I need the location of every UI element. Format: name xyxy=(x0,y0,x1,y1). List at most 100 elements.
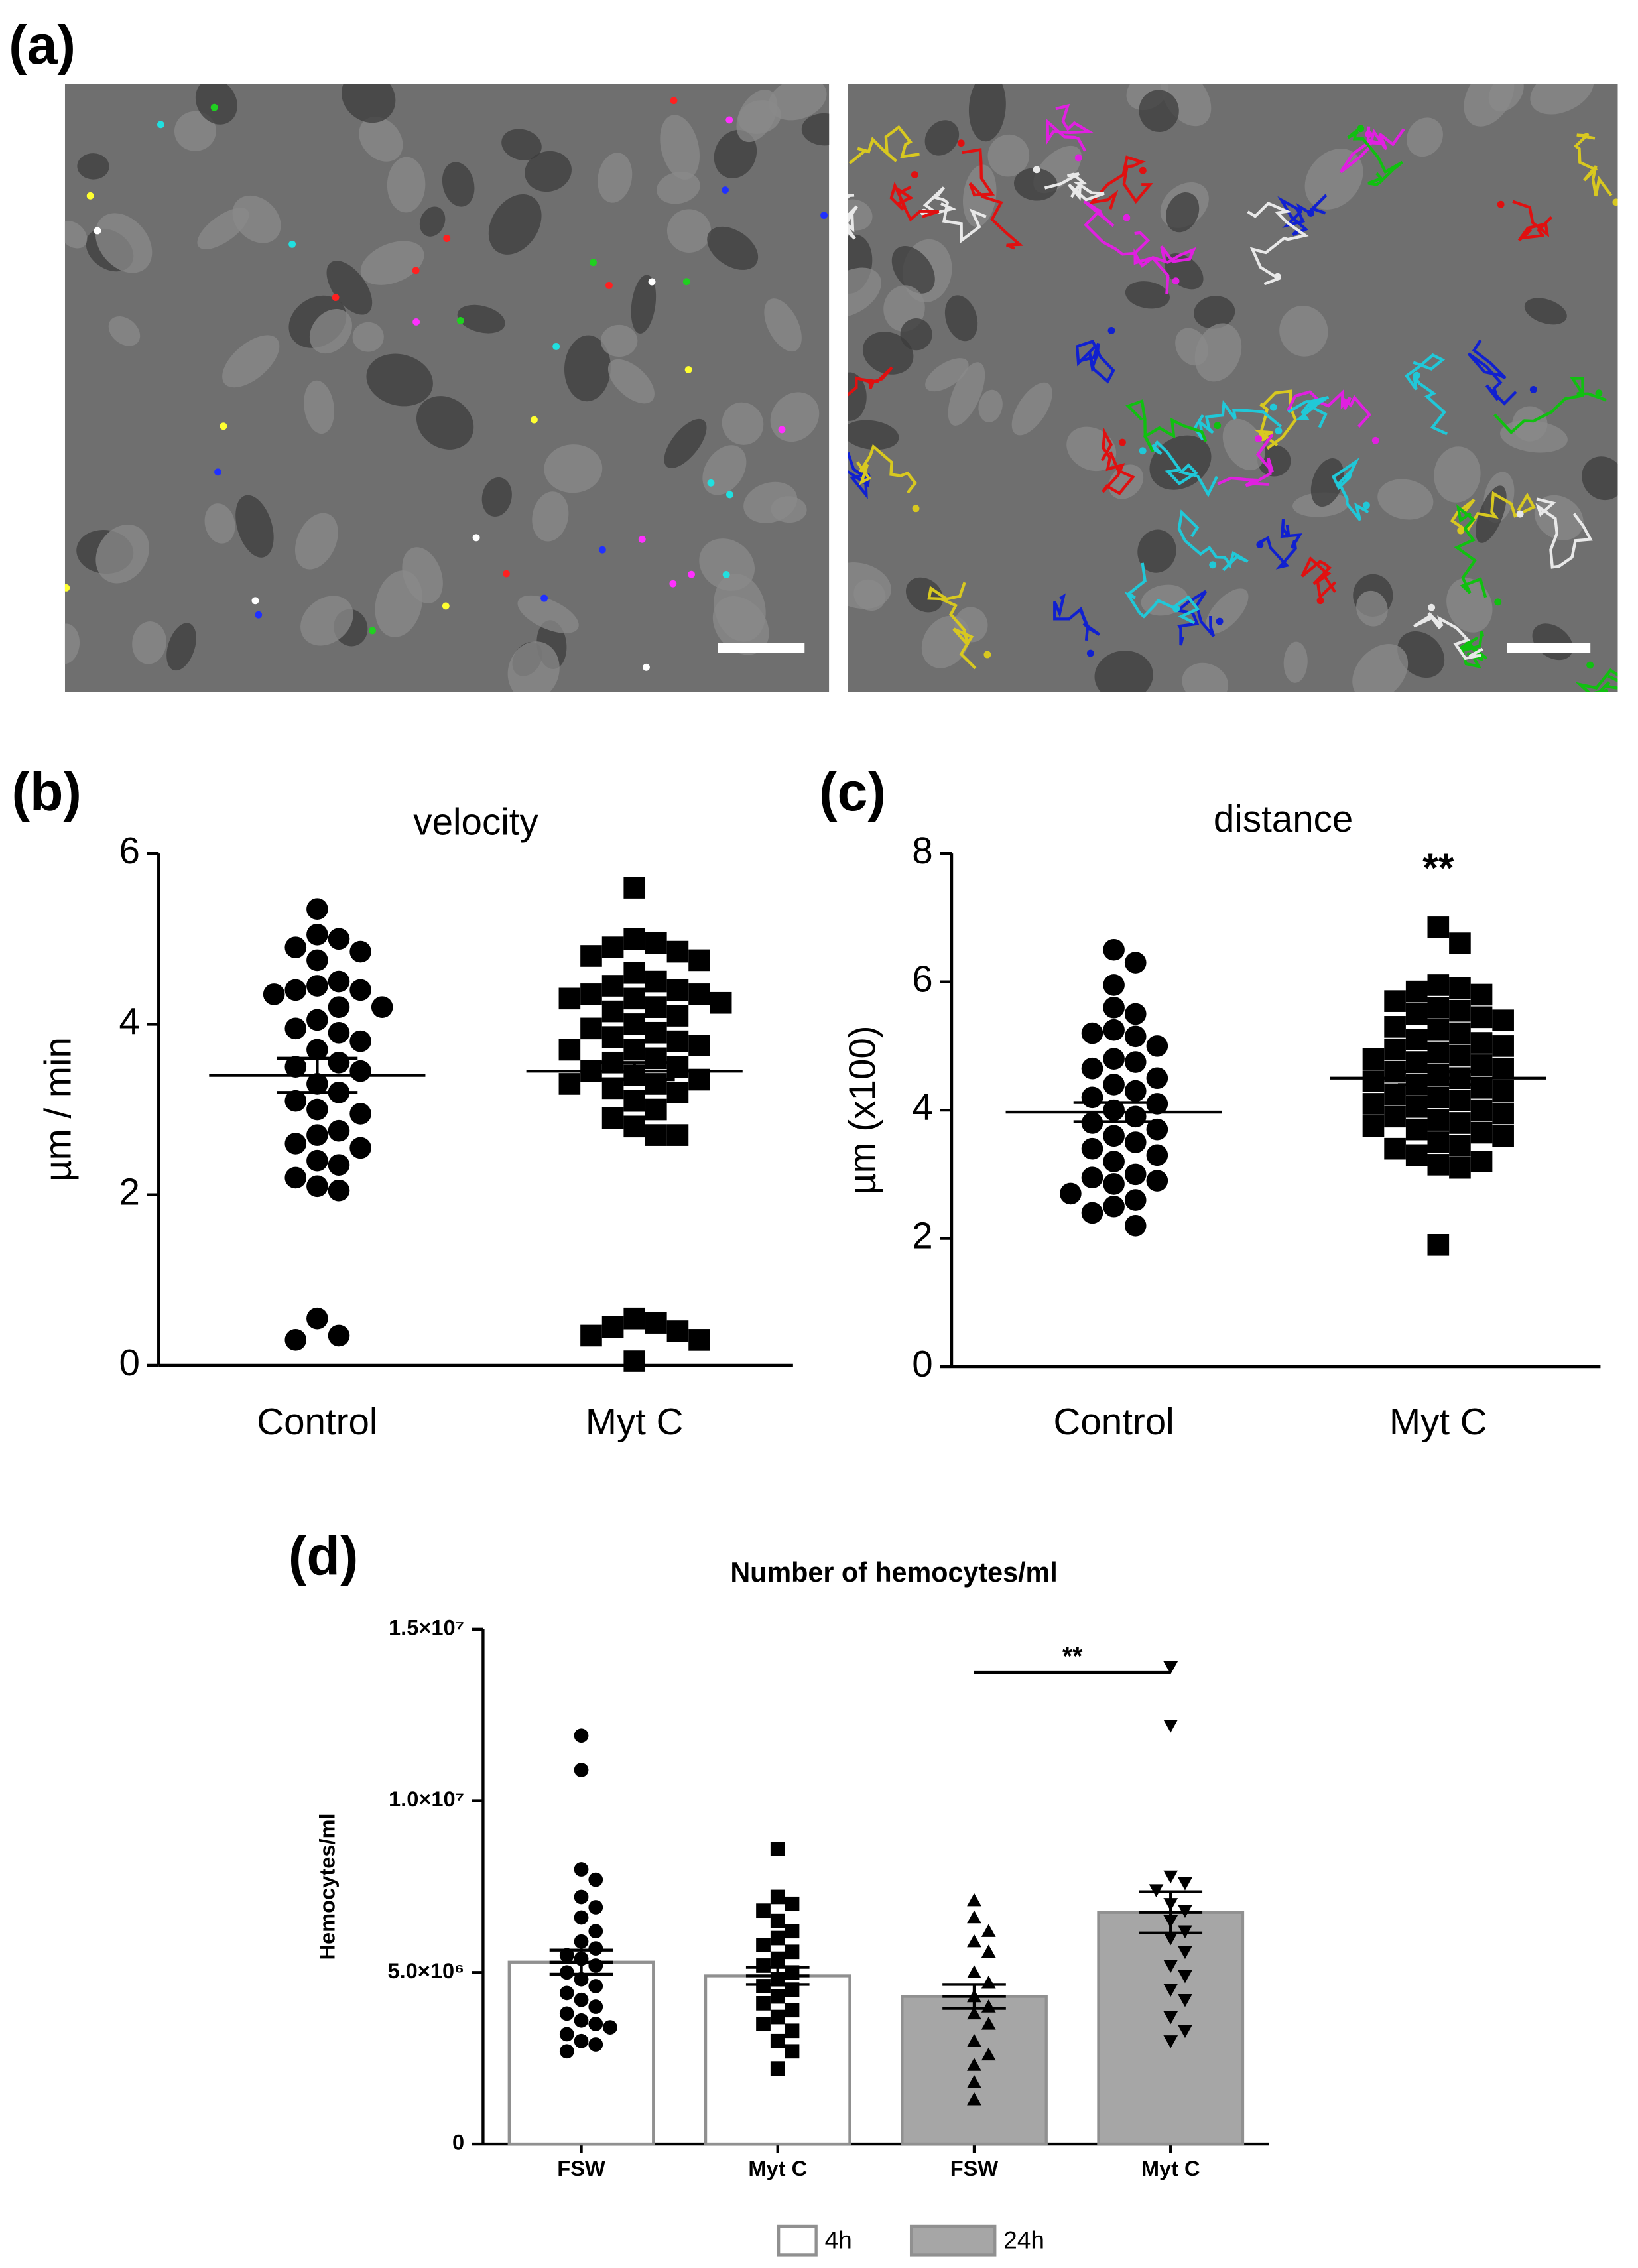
cell-marker xyxy=(911,171,918,179)
cell-marker xyxy=(64,584,70,592)
data-point xyxy=(623,1115,646,1138)
x-tick-label: Control xyxy=(1054,1401,1174,1442)
data-point xyxy=(1427,974,1450,996)
bar xyxy=(704,1974,851,2146)
data-point xyxy=(328,1119,350,1142)
cell-track xyxy=(1450,491,1536,533)
cell-track xyxy=(1454,504,1487,598)
cell-marker xyxy=(707,479,715,487)
y-tick-label: 5.0×10⁶ xyxy=(387,1958,464,1983)
cell-marker xyxy=(643,663,650,671)
cell xyxy=(801,113,830,146)
data-point xyxy=(1103,974,1125,996)
cell-marker xyxy=(1139,447,1147,455)
cell-marker xyxy=(1363,501,1370,509)
data-point xyxy=(1163,1960,1178,1973)
data-point xyxy=(1146,1170,1168,1192)
data-point xyxy=(601,936,624,958)
x-tick-label: FSW xyxy=(557,2156,605,2180)
data-point xyxy=(1362,1115,1385,1137)
cell-track xyxy=(1174,590,1216,646)
cell xyxy=(457,304,505,334)
cell-marker xyxy=(1216,617,1224,625)
cell-marker xyxy=(210,103,218,111)
x-tick-label: Myt C xyxy=(586,1401,684,1442)
data-point xyxy=(588,1999,603,2014)
cell xyxy=(64,221,88,249)
data-point xyxy=(1449,1044,1471,1067)
cell-marker xyxy=(552,343,560,350)
data-point xyxy=(574,1728,589,1743)
data-point xyxy=(1081,1137,1103,1160)
data-point xyxy=(328,1021,350,1044)
data-point xyxy=(1384,1105,1406,1128)
cell-marker xyxy=(472,534,480,542)
data-point xyxy=(1470,1076,1493,1099)
x-tick-label: Myt C xyxy=(1141,2156,1200,2180)
cell xyxy=(666,209,712,253)
cell-track xyxy=(1083,200,1151,256)
chart-title: velocity xyxy=(413,801,538,843)
bar xyxy=(507,1960,655,2146)
cell xyxy=(736,89,778,143)
data-point xyxy=(580,1324,602,1347)
micrograph-control xyxy=(64,84,830,692)
cell xyxy=(848,562,891,609)
data-point xyxy=(1163,1720,1178,1733)
data-point xyxy=(574,1763,589,1777)
data-point xyxy=(306,949,328,972)
data-point xyxy=(770,1913,785,1928)
cell-marker xyxy=(412,318,420,326)
data-point xyxy=(623,1307,646,1330)
chart-title: Number of hemocytes/ml xyxy=(730,1557,1057,1588)
y-tick-label: 2 xyxy=(119,1171,140,1213)
cell-marker xyxy=(1033,166,1040,174)
data-point xyxy=(1405,980,1428,1003)
data-point xyxy=(284,1166,307,1189)
data-point xyxy=(349,940,371,963)
data-point xyxy=(1146,1067,1168,1090)
data-point xyxy=(574,1934,589,1949)
data-point xyxy=(1103,1125,1125,1147)
data-point xyxy=(645,1021,667,1044)
data-point xyxy=(1470,1006,1493,1029)
cell xyxy=(1356,590,1388,627)
cell xyxy=(360,241,424,285)
cell xyxy=(862,332,914,375)
data-point xyxy=(349,979,371,1001)
data-point xyxy=(284,936,307,958)
cell xyxy=(891,246,935,294)
data-point xyxy=(967,1965,981,1978)
data-point xyxy=(967,1910,981,1924)
cell-marker xyxy=(1119,438,1126,446)
cell-marker xyxy=(1256,540,1264,548)
data-point xyxy=(328,1154,350,1176)
data-point xyxy=(666,979,689,1001)
data-point xyxy=(756,1979,771,1993)
data-point xyxy=(559,2006,574,2021)
data-point xyxy=(574,2013,589,2028)
cell xyxy=(525,151,572,192)
cell xyxy=(1166,192,1200,233)
cell xyxy=(1310,458,1344,507)
data-point xyxy=(623,987,646,1010)
cell-track xyxy=(1125,399,1208,453)
panel-label: (d) xyxy=(288,1525,358,1586)
data-point xyxy=(580,945,602,967)
data-point xyxy=(645,1124,667,1146)
data-point xyxy=(785,2023,800,2039)
cell xyxy=(1194,323,1242,382)
data-point xyxy=(1470,1121,1493,1144)
cell-marker xyxy=(820,212,828,219)
data-point xyxy=(1492,1125,1514,1147)
cell-marker xyxy=(1269,403,1277,411)
data-point xyxy=(645,1047,667,1070)
cell xyxy=(359,117,403,162)
cell xyxy=(1137,529,1176,573)
data-point xyxy=(1362,1093,1385,1115)
cell-marker xyxy=(1529,385,1537,393)
cell-track xyxy=(1331,457,1369,521)
legend-swatch xyxy=(777,2224,818,2257)
cell xyxy=(1476,485,1507,543)
data-point xyxy=(666,1082,689,1103)
